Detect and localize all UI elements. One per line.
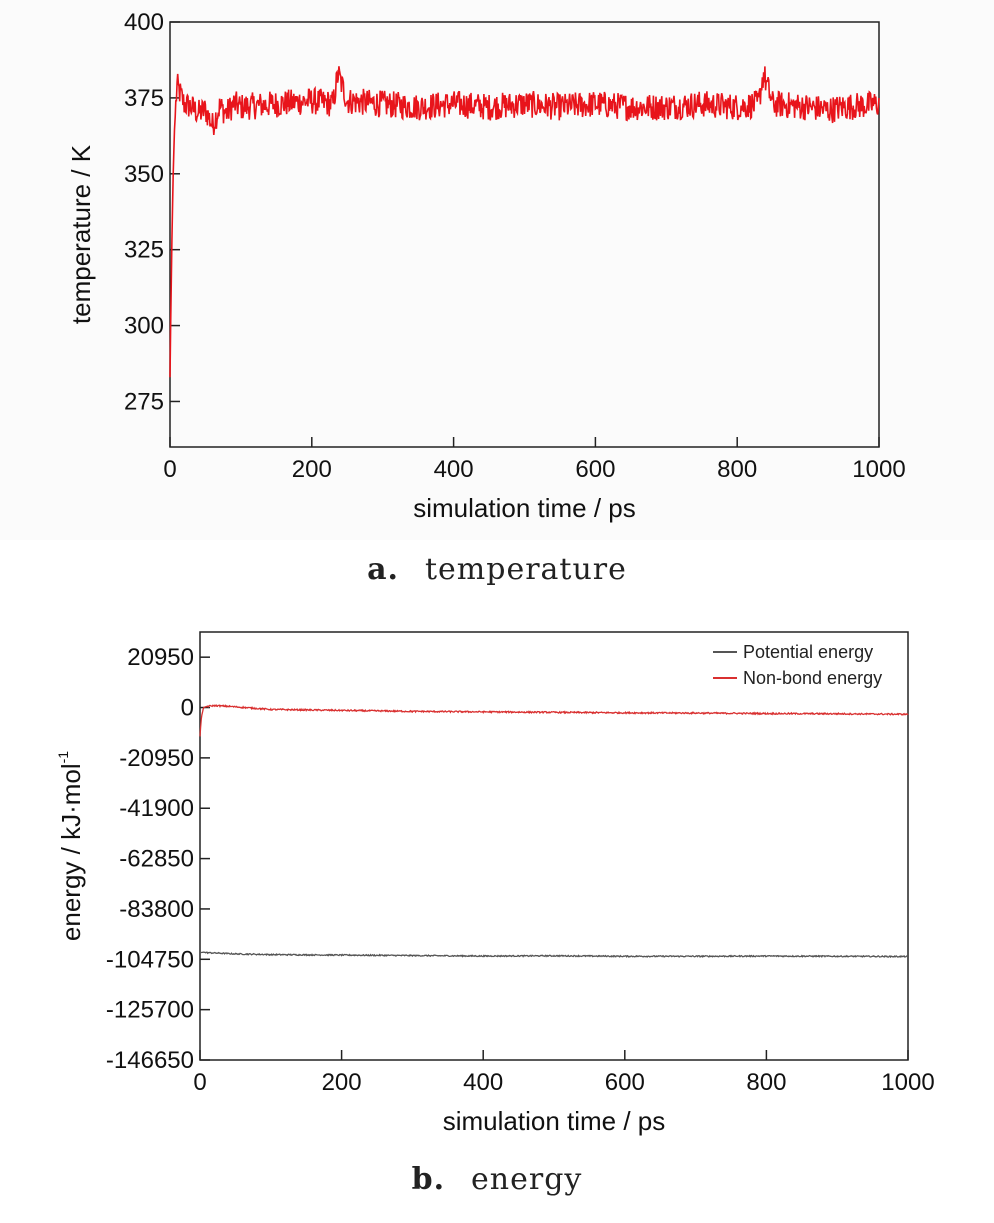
temperature-x-tick-label: 1000 [852,456,905,483]
energy-panel: 0 200 400 600 800 1000 20950 0 -20950 -41900 -6285… [0,610,994,1170]
temperature-x-tick-label: 800 [717,456,757,483]
energy-legend-label-2: Non-bond energy [743,668,882,688]
temperature-y-tick-label: 325 [124,237,164,264]
energy-y-tick-label: -83800 [119,896,194,923]
energy-x-tick-label: 800 [746,1069,786,1096]
caption-energy: b. energy [0,1162,994,1197]
temperature-y-axis-title: temperature / K [66,144,96,324]
temperature-y-tick-label: 275 [124,388,164,415]
temperature-y-tick-label: 300 [124,313,164,340]
energy-x-tick-label: 0 [193,1069,206,1096]
temperature-x-tick-label: 200 [292,456,332,483]
energy-x-tick-label: 400 [463,1069,503,1096]
caption-letter-a: a. [367,552,399,587]
caption-text-a: temperature [424,552,627,587]
caption-text-b: energy [471,1162,583,1197]
energy-y-tick-label: -20950 [119,745,194,772]
energy-y-tick-label: -146650 [106,1047,194,1074]
temperature-chart: 0 200 400 600 800 1000 275 300 325 350 375 400 simul… [66,9,906,523]
energy-y-tick-label: -41900 [119,795,194,822]
temperature-x-tick-label: 600 [575,456,615,483]
caption-temperature: a. temperature [0,552,994,587]
temperature-y-tick-label: 350 [124,161,164,188]
energy-y-tick-label: -125700 [106,997,194,1024]
energy-series-line-1 [199,951,908,959]
energy-x-axis-title: simulation time / ps [443,1106,666,1136]
energy-y-axis-title-sup: -1 [55,751,71,764]
temperature-y-tick-label: 375 [124,85,164,112]
temperature-x-tick-label: 0 [163,456,176,483]
energy-legend-label-1: Potential energy [743,642,873,662]
caption-letter-b: b. [411,1162,446,1197]
energy-y-tick-label: 20950 [127,644,194,671]
energy-x-tick-label: 1000 [881,1069,934,1096]
temperature-y-tick-label: 400 [124,9,164,36]
energy-y-axis-title: energy / kJ·mol-1 [55,751,86,941]
temperature-x-tick-label: 400 [434,456,474,483]
energy-chart: 0 200 400 600 800 1000 20950 0 -20950 -41900 -6285… [55,631,935,1136]
energy-y-tick-label: -62850 [119,846,194,873]
temperature-series-line-1 [169,66,880,378]
energy-x-tick-label: 600 [605,1069,645,1096]
energy-y-tick-label: 0 [181,695,194,722]
energy-plot-frame [199,631,909,1061]
energy-y-tick-label: -104750 [106,946,194,973]
energy-series-line-2 [199,703,909,737]
temperature-x-axis-title: simulation time / ps [413,493,636,523]
temperature-plot-frame [169,21,880,448]
energy-x-tick-label: 200 [322,1069,362,1096]
temperature-panel: 0 200 400 600 800 1000 275 300 325 350 375 400 simul… [0,0,994,540]
